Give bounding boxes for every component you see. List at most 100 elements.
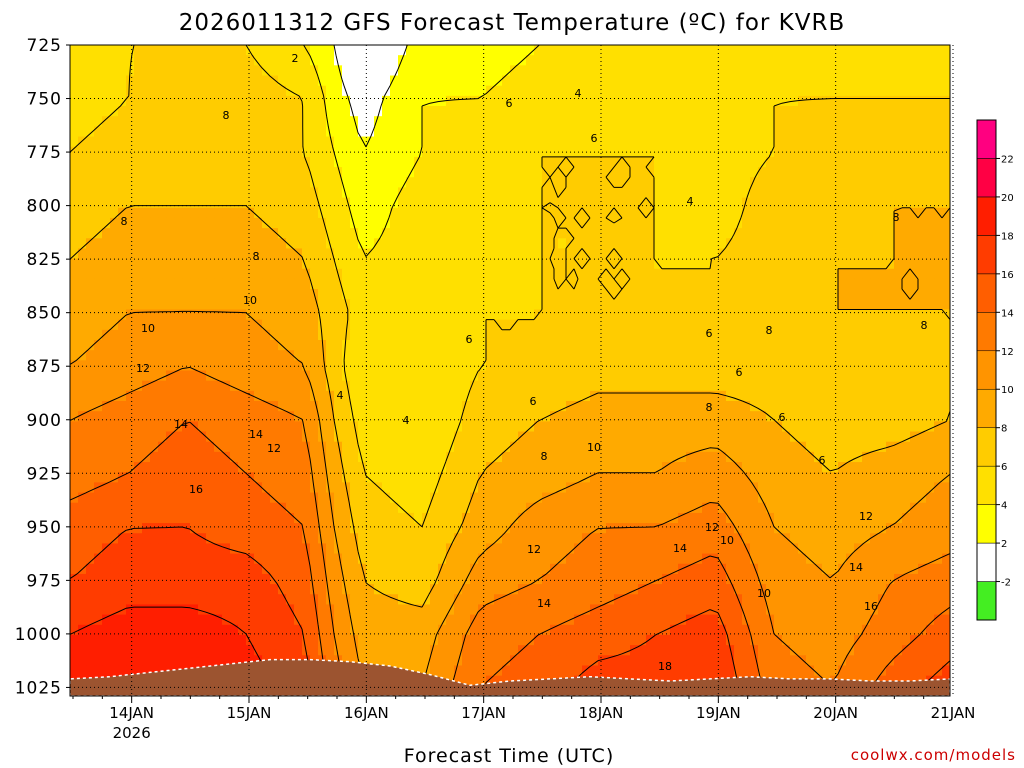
heat-cell (510, 268, 519, 280)
heat-cell (302, 441, 311, 453)
heat-cell (918, 156, 927, 168)
heat-cell (574, 380, 583, 392)
heat-cell (822, 238, 831, 250)
heat-cell (270, 197, 279, 209)
heat-cell (126, 116, 135, 127)
heat-cell (414, 65, 423, 77)
heat-cell (270, 411, 279, 422)
heat-cell (326, 106, 335, 117)
heat-cell (614, 360, 623, 372)
heat-cell (862, 350, 871, 361)
heat-cell (926, 350, 935, 361)
heat-cell (726, 441, 735, 453)
heat-cell (86, 421, 95, 433)
heat-cell (702, 462, 711, 473)
heat-cell (670, 167, 679, 178)
heat-cell (366, 268, 375, 280)
heat-cell (574, 411, 583, 422)
heat-cell (206, 167, 215, 178)
heat-cell (862, 268, 871, 280)
heat-cell (462, 207, 471, 219)
heat-cell (502, 65, 511, 77)
heat-cell (558, 106, 567, 117)
heat-cell (406, 217, 415, 229)
heat-cell (126, 228, 135, 239)
heat-cell (526, 421, 535, 433)
heat-cell (574, 278, 583, 290)
heat-cell (294, 85, 303, 97)
heat-cell (862, 339, 871, 351)
heat-cell (686, 380, 695, 392)
heat-cell (534, 55, 543, 66)
heat-cell (830, 360, 839, 372)
heat-cell (230, 207, 239, 219)
heat-cell (654, 228, 663, 239)
heat-cell (286, 238, 295, 250)
heat-cell (478, 370, 487, 382)
heat-cell (246, 156, 255, 168)
heat-cell (742, 289, 751, 300)
heat-cell (430, 268, 439, 280)
heat-cell (486, 289, 495, 300)
heat-cell (598, 228, 607, 239)
heat-cell (214, 278, 223, 290)
heat-cell (894, 167, 903, 178)
heat-cell (102, 45, 111, 56)
heat-cell (590, 65, 599, 77)
heat-cell (726, 197, 735, 209)
heat-cell (726, 106, 735, 117)
heat-cell (214, 451, 223, 463)
heat-cell (462, 370, 471, 382)
heat-cell (942, 126, 950, 138)
heat-cell (326, 116, 335, 127)
heat-cell (830, 45, 839, 56)
heat-cell (86, 85, 95, 97)
heat-cell (702, 187, 711, 199)
heat-cell (86, 156, 95, 168)
heat-cell (254, 45, 263, 56)
heat-cell (278, 299, 287, 311)
heat-cell (134, 106, 143, 117)
heat-cell (446, 339, 455, 351)
heat-cell (302, 299, 311, 311)
heat-cell (910, 238, 919, 250)
heat-cell (174, 482, 183, 494)
heat-cell (262, 350, 271, 361)
heat-cell (406, 268, 415, 280)
heat-cell (726, 45, 735, 56)
heat-cell (238, 278, 247, 290)
heat-cell (270, 462, 279, 473)
heat-cell (806, 411, 815, 422)
heat-cell (774, 217, 783, 229)
heat-cell (278, 207, 287, 219)
heat-cell (774, 360, 783, 372)
heat-cell (790, 472, 799, 483)
heat-cell (382, 411, 391, 422)
heat-cell (902, 462, 911, 473)
heat-cell (502, 217, 511, 229)
heat-cell (926, 187, 935, 199)
heat-cell (782, 441, 791, 453)
heat-cell (358, 451, 367, 463)
heat-cell (358, 238, 367, 250)
heat-cell (310, 451, 319, 463)
heat-cell (894, 289, 903, 300)
heat-cell (470, 380, 479, 392)
heat-cell (438, 167, 447, 178)
heat-cell (862, 441, 871, 453)
heat-cell (942, 238, 950, 250)
heat-cell (454, 380, 463, 392)
heat-cell (486, 248, 495, 260)
heat-cell (694, 309, 703, 321)
heat-cell (750, 309, 759, 321)
heat-cell (214, 421, 223, 433)
heat-cell (142, 187, 151, 199)
heat-cell (574, 45, 583, 56)
heat-cell (926, 451, 935, 463)
heat-cell (422, 228, 431, 239)
heat-cell (846, 462, 855, 473)
heat-cell (182, 187, 191, 199)
heat-cell (870, 238, 879, 250)
heat-cell (86, 177, 95, 188)
heat-cell (814, 238, 823, 250)
